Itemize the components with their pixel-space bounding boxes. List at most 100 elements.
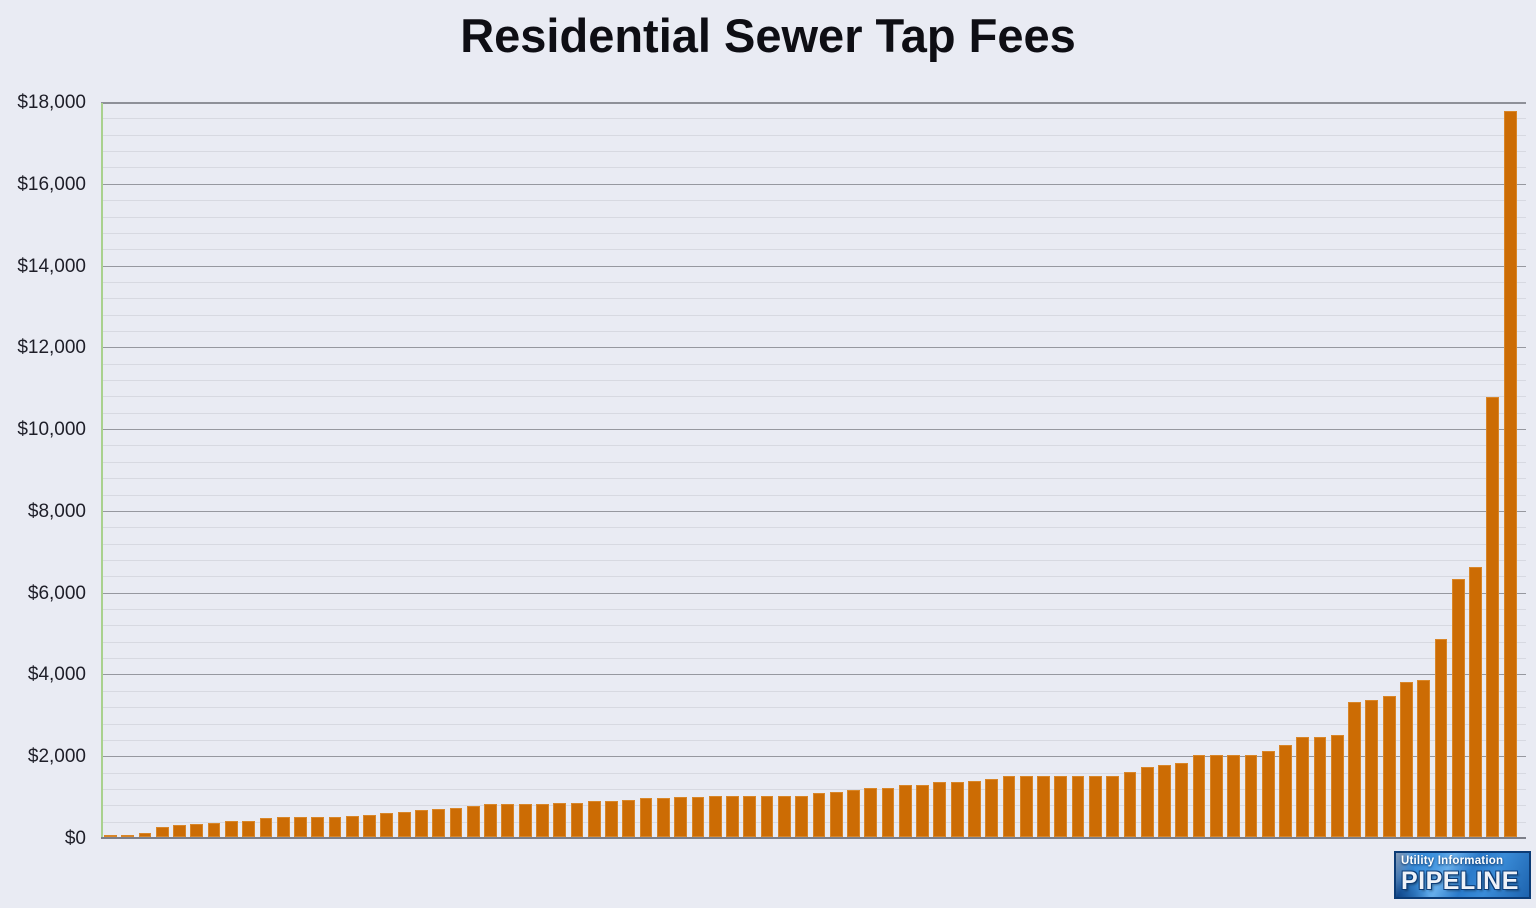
gridline-minor [101,478,1526,480]
gridline-major [101,183,1526,185]
bar [691,797,705,837]
bar [1313,737,1327,837]
bar [415,810,428,837]
bar [104,835,117,837]
bar [1469,567,1482,837]
gridline-minor [101,281,1526,283]
bar [1019,776,1033,837]
bar [1054,776,1068,837]
bar [829,792,843,837]
bar [812,793,826,837]
bar [1071,776,1085,837]
logo-brand-line: Utility Information [1401,855,1504,867]
bar [224,821,238,837]
bar [777,796,791,837]
bar [276,817,290,837]
gridline-minor [101,151,1526,153]
bar [1486,397,1500,837]
bar [795,796,808,837]
bar [1261,751,1275,837]
gridline-major [101,102,1526,104]
bar [864,788,878,837]
gridline-major [101,592,1526,594]
bar [622,800,636,837]
bar [898,785,912,837]
bar [1175,763,1189,837]
x-axis-baseline [101,837,1526,839]
bar [1296,737,1310,837]
gridline-minor [101,396,1526,398]
bar [380,813,394,837]
gridline-minor [101,788,1526,790]
bar [328,817,342,837]
bar [1209,755,1223,837]
bar [294,817,307,837]
gridline-minor [101,118,1526,120]
gridline-minor [101,314,1526,316]
bar [1434,639,1448,837]
gridline-minor [101,576,1526,578]
bar [605,801,618,837]
bar [1365,700,1379,837]
gridline-minor [101,609,1526,611]
bar [1002,776,1016,837]
y-axis-line [101,103,103,839]
bar [484,804,497,837]
gridline-minor [101,363,1526,365]
bar [1417,680,1431,837]
y-axis-tick-label: $14,000 [17,255,86,277]
bar [570,803,584,837]
gridline-minor [101,559,1526,561]
gridline-minor [101,739,1526,741]
bar [968,781,981,837]
bar [1227,755,1240,837]
bar [501,804,515,837]
gridline-minor [101,330,1526,332]
y-axis-tick-label: $10,000 [17,419,86,441]
chart-title: Residential Sewer Tap Fees [460,9,1076,62]
bar [587,801,601,837]
bar [397,812,411,837]
bar [155,827,169,837]
bar [1158,765,1171,837]
gridline-minor [101,543,1526,545]
bar [1192,755,1206,837]
y-axis-tick-label: $12,000 [17,337,86,359]
bar [345,816,359,837]
gridline-minor [101,461,1526,463]
y-axis-tick-label: $4,000 [27,664,86,686]
bar [242,821,256,837]
gridline-minor [101,707,1526,709]
bar [916,785,929,837]
gridline-minor [101,772,1526,774]
y-axis-tick-label: $6,000 [27,582,86,604]
gridline-minor [101,167,1526,169]
y-axis-tick-label: $8,000 [27,500,86,522]
bar [1037,776,1050,837]
y-axis-tick-label: $0 [64,828,86,849]
gridline-minor [101,641,1526,643]
bar [553,803,567,837]
bar [760,796,774,837]
gridline-minor [101,723,1526,725]
gridline-minor [101,298,1526,300]
gridline-minor [101,625,1526,627]
bar [311,817,325,837]
bar [985,779,999,837]
bar [363,815,376,837]
gridline-minor [101,216,1526,218]
bar [881,788,895,837]
bar [138,833,152,837]
bar [1123,772,1137,837]
gridline-major [101,756,1526,758]
bar [708,796,722,837]
bar [432,809,446,837]
gridline-minor [101,249,1526,251]
bar [518,804,532,837]
bar [674,797,688,837]
bar [656,798,670,837]
plot-area [101,102,1526,839]
bar [449,808,463,837]
bar [259,818,273,837]
